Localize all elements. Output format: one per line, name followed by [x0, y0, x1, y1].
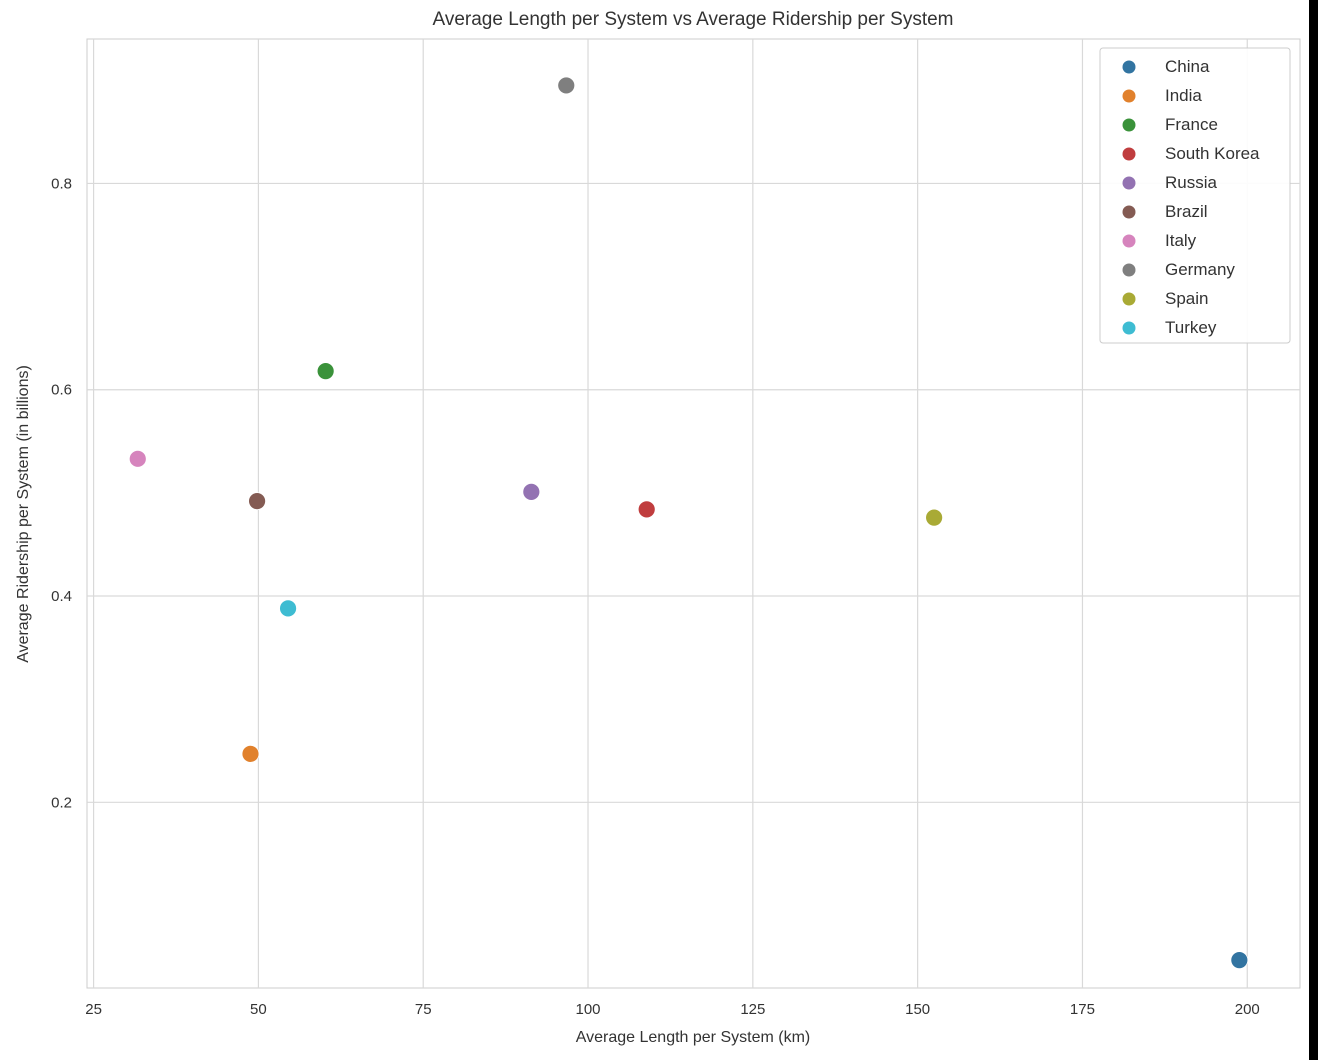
legend-label-india: India: [1165, 86, 1202, 105]
x-tick-label: 175: [1070, 1001, 1095, 1018]
x-tick-label: 125: [740, 1001, 765, 1018]
data-points: [128, 76, 1249, 970]
x-tick-label: 50: [250, 1001, 267, 1018]
legend-label-russia: Russia: [1165, 173, 1218, 192]
y-axis-label: Average Ridership per System (in billion…: [15, 365, 32, 663]
chart-title: Average Length per System vs Average Rid…: [432, 9, 953, 30]
y-axis-ticks: 0.2 0.4 0.6 0.8: [51, 175, 72, 811]
x-axis-ticks: 25 50 75 100 125 150 175 200: [85, 1001, 1260, 1018]
legend-label-china: China: [1165, 57, 1210, 76]
legend-marker-turkey: [1122, 321, 1136, 335]
point-spain: [925, 508, 944, 527]
grid-lines: [87, 39, 1300, 988]
legend-label-italy: Italy: [1165, 231, 1197, 250]
legend-marker-spain: [1122, 292, 1136, 306]
legend-marker-india: [1122, 89, 1136, 103]
point-france: [316, 362, 335, 381]
x-tick-label: 100: [576, 1001, 601, 1018]
y-tick-label: 0.8: [51, 175, 72, 192]
point-italy: [128, 449, 147, 468]
legend-marker-south-korea: [1122, 147, 1136, 161]
point-russia: [522, 482, 541, 501]
legend-marker-china: [1122, 60, 1136, 74]
x-tick-label: 200: [1235, 1001, 1260, 1018]
y-tick-label: 0.6: [51, 382, 72, 399]
x-tick-label: 150: [905, 1001, 930, 1018]
x-tick-label: 25: [85, 1001, 102, 1018]
point-south-korea: [637, 500, 656, 519]
legend-box: [1099, 47, 1291, 344]
point-turkey: [279, 599, 297, 618]
y-tick-label: 0.2: [51, 794, 72, 811]
x-tick-label: 75: [415, 1001, 432, 1018]
point-india: [241, 744, 260, 763]
legend-marker-russia: [1122, 176, 1136, 190]
point-brazil: [248, 492, 266, 511]
legend-label-brazil: Brazil: [1165, 202, 1208, 221]
point-china: [1230, 951, 1249, 970]
legend-label-south-korea: South Korea: [1165, 144, 1260, 163]
legend-label-spain: Spain: [1165, 289, 1208, 308]
x-axis-label: Average Length per System (km): [576, 1029, 810, 1046]
legend-marker-italy: [1122, 234, 1136, 248]
legend-marker-germany: [1122, 263, 1136, 277]
point-germany: [557, 76, 576, 95]
legend-label-france: France: [1165, 115, 1218, 134]
legend-marker-brazil: [1122, 205, 1136, 219]
plot-area: [86, 38, 1301, 989]
window-edge: [1309, 0, 1318, 1060]
y-tick-label: 0.4: [51, 588, 72, 605]
legend-label-germany: Germany: [1165, 260, 1235, 279]
legend: China India France South Korea Russia Brazil I…: [1099, 47, 1291, 344]
legend-label-turkey: Turkey: [1165, 318, 1217, 337]
legend-marker-france: [1122, 118, 1136, 132]
